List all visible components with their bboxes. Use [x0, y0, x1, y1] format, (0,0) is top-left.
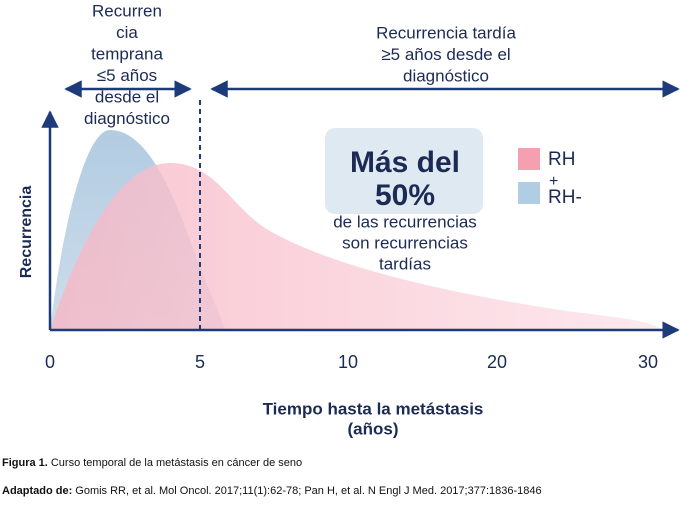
legend-label: RH-: [548, 187, 582, 208]
source-caption-label: Adaptado de:: [2, 485, 72, 497]
highlight-text: de las recurrencias: [333, 212, 477, 231]
early-label: Recurren: [92, 1, 162, 20]
early-label: diagnóstico: [84, 109, 170, 128]
source-caption-text: Gomis RR, et al. Mol Oncol. 2017;11(1):6…: [75, 485, 541, 497]
source-caption: Adaptado de: Gomis RR, et al. Mol Oncol. …: [2, 485, 542, 497]
x-axis-title: (años): [348, 419, 399, 438]
x-axis-title: Tiempo hasta la metástasis: [263, 399, 484, 418]
x-tick-label: 10: [338, 352, 358, 372]
early-label: temprana: [91, 44, 163, 63]
highlight-text: son recurrencias: [342, 233, 468, 252]
late-label: ≥5 años desde el: [381, 45, 510, 64]
x-tick-label: 20: [487, 352, 507, 372]
early-label: cia: [116, 23, 138, 42]
highlight-headline: Más del: [350, 146, 460, 179]
y-axis-title: Recurrencia: [18, 186, 35, 279]
figure-caption-label: Figura 1.: [2, 457, 48, 469]
x-tick-label: 0: [45, 352, 55, 372]
legend-label: RH: [548, 149, 575, 170]
legend-swatch-blue: [518, 182, 540, 204]
x-tick-label: 5: [195, 352, 205, 372]
x-tick-label: 30: [638, 352, 658, 372]
legend-label: +: [549, 173, 558, 190]
highlight-box: [325, 128, 483, 214]
late-label: Recurrencia tardía: [376, 23, 516, 42]
late-label: diagnóstico: [403, 66, 489, 85]
legend-swatch-pink: [518, 148, 540, 170]
highlight-text: tardías: [379, 254, 431, 273]
figure-caption: Figura 1. Curso temporal de la metástasis…: [2, 457, 302, 469]
highlight-headline: 50%: [375, 179, 435, 212]
early-label: ≤5 años: [97, 66, 157, 85]
rh-pos-curve: [50, 163, 662, 330]
early-label: desde el: [95, 87, 159, 106]
figure-caption-text: Curso temporal de la metástasis en cánce…: [51, 457, 302, 469]
